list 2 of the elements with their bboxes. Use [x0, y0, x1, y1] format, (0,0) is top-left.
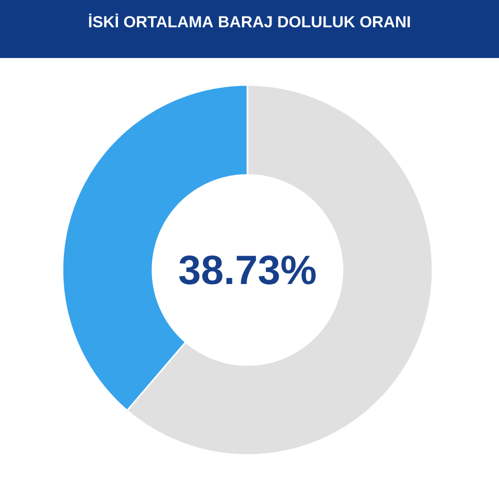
text: 38.73%: [179, 256, 316, 284]
chart-title: İSKİ ORTALAMA BARAJ DOLULUK ORANI: [89, 14, 410, 28]
